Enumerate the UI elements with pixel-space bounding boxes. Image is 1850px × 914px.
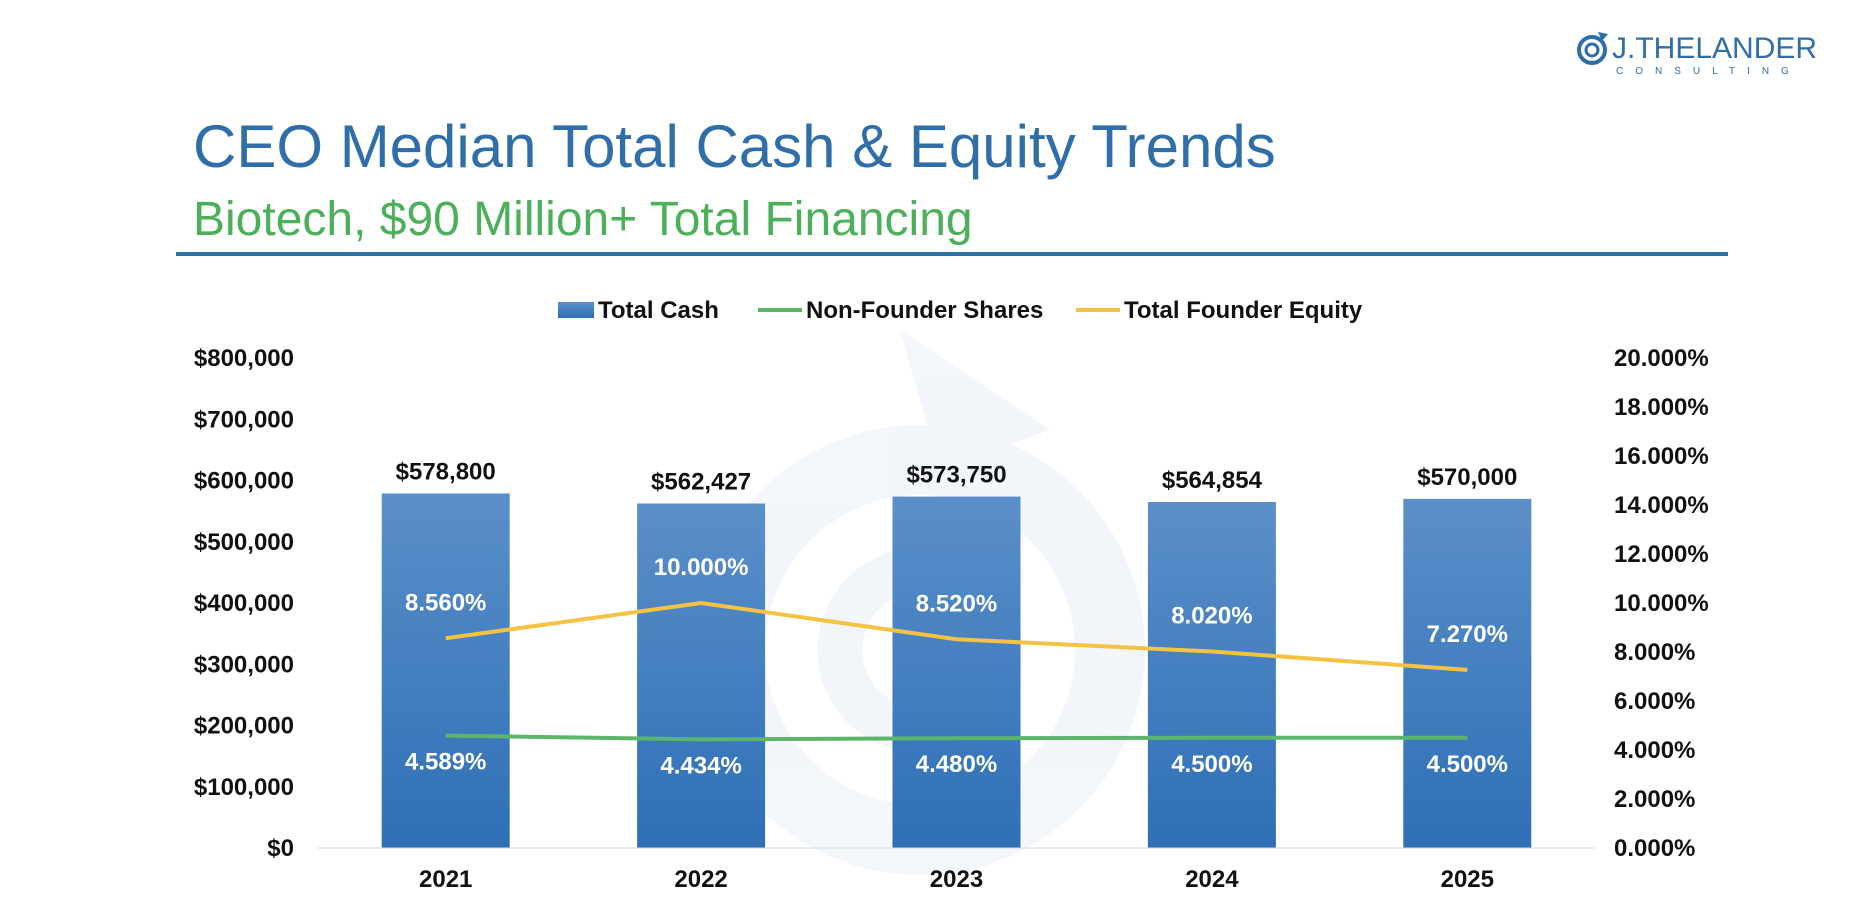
y-axis-right: 0.000% 2.000% 4.000% 6.000% 8.000% 10.000% 12.… <box>1614 345 1709 862</box>
x-tick-label: 2021 <box>419 866 472 893</box>
y-right-tick-label: 2.000% <box>1614 786 1695 813</box>
y-right-tick-label: 20.000% <box>1614 345 1709 372</box>
bars <box>381 493 1532 848</box>
bar-value-label: $573,750 <box>906 462 1006 489</box>
legend-item-total-founder-equity: Total Founder Equity <box>1076 297 1363 324</box>
bar-total-cash <box>1403 498 1532 848</box>
line-value-label-non-founder-shares: 4.480% <box>916 751 997 778</box>
y-left-tick-label: $800,000 <box>194 345 294 372</box>
bar-value-label: $564,854 <box>1162 467 1263 494</box>
bar-value-label: $578,800 <box>396 458 496 485</box>
data-labels: $578,800 $562,427 $573,750 $564,854 $570,000… <box>396 458 1518 779</box>
y-left-tick-label: $600,000 <box>194 468 294 495</box>
line-value-label-total-founder-equity: 8.520% <box>916 590 997 617</box>
y-right-tick-label: 6.000% <box>1614 688 1695 715</box>
line-value-label-non-founder-shares: 4.500% <box>1427 751 1508 778</box>
line-non-founder-shares <box>445 733 1468 742</box>
bar-total-cash <box>1147 502 1276 848</box>
bar-value-label: $570,000 <box>1417 464 1517 491</box>
line-value-label-non-founder-shares: 4.500% <box>1171 751 1252 778</box>
legend-swatch <box>558 302 594 318</box>
line-value-label-non-founder-shares: 4.434% <box>660 752 741 779</box>
y-right-tick-label: 16.000% <box>1614 443 1709 470</box>
line-value-label-total-founder-equity: 8.560% <box>405 589 486 616</box>
bar-total-cash <box>381 493 510 848</box>
y-right-tick-label: 12.000% <box>1614 541 1709 568</box>
y-axis-left: $0 $100,000 $200,000 $300,000 $400,000 $500,0… <box>194 345 294 862</box>
y-left-tick-label: $200,000 <box>194 713 294 740</box>
line-value-label-total-founder-equity: 10.000% <box>654 554 749 581</box>
y-right-tick-label: 10.000% <box>1614 590 1709 617</box>
x-tick-label: 2025 <box>1441 866 1494 893</box>
page-subtitle: Biotech, $90 Million+ Total Financing <box>193 193 973 246</box>
series-lines <box>445 601 1468 742</box>
line-total-founder-equity <box>445 601 1468 672</box>
legend: Total Cash Non-Founder Shares Total Founde… <box>558 297 1363 324</box>
x-axis: 2021 2022 2023 2024 2025 <box>318 847 1595 893</box>
y-right-tick-label: 18.000% <box>1614 394 1709 421</box>
logo-tagline: CONSULTING <box>1616 66 1801 77</box>
line-value-label-non-founder-shares: 4.589% <box>405 749 486 776</box>
y-right-tick-label: 8.000% <box>1614 639 1695 666</box>
line-value-label-total-founder-equity: 8.020% <box>1171 603 1252 630</box>
company-logo: J.THELANDER CONSULTING <box>1572 26 1832 78</box>
legend-item-non-founder-shares: Non-Founder Shares <box>758 297 1043 324</box>
legend-label: Non-Founder Shares <box>806 297 1043 324</box>
y-right-tick-label: 0.000% <box>1614 835 1695 862</box>
bar-total-cash <box>892 496 1021 848</box>
logo-name: J.THELANDER <box>1612 32 1817 65</box>
legend-label: Total Founder Equity <box>1124 297 1363 324</box>
x-tick-label: 2024 <box>1185 866 1239 893</box>
y-left-tick-label: $100,000 <box>194 774 294 801</box>
y-left-tick-label: $500,000 <box>194 529 294 556</box>
page-title: CEO Median Total Cash & Equity Trends <box>193 113 1276 180</box>
bar-total-cash <box>637 503 766 848</box>
title-divider <box>176 252 1728 256</box>
y-right-tick-label: 14.000% <box>1614 492 1709 519</box>
spiral-icon <box>1577 32 1608 65</box>
y-left-tick-label: $300,000 <box>194 651 294 678</box>
bar-value-label: $562,427 <box>651 469 751 496</box>
legend-item-total-cash: Total Cash <box>558 297 719 324</box>
y-left-tick-label: $0 <box>267 835 294 862</box>
x-tick-label: 2022 <box>674 866 727 893</box>
y-left-tick-label: $400,000 <box>194 590 294 617</box>
line-value-label-total-founder-equity: 7.270% <box>1427 621 1508 648</box>
x-tick-label: 2023 <box>930 866 983 893</box>
y-right-tick-label: 4.000% <box>1614 737 1695 764</box>
legend-label: Total Cash <box>598 297 719 324</box>
y-left-tick-label: $700,000 <box>194 406 294 433</box>
